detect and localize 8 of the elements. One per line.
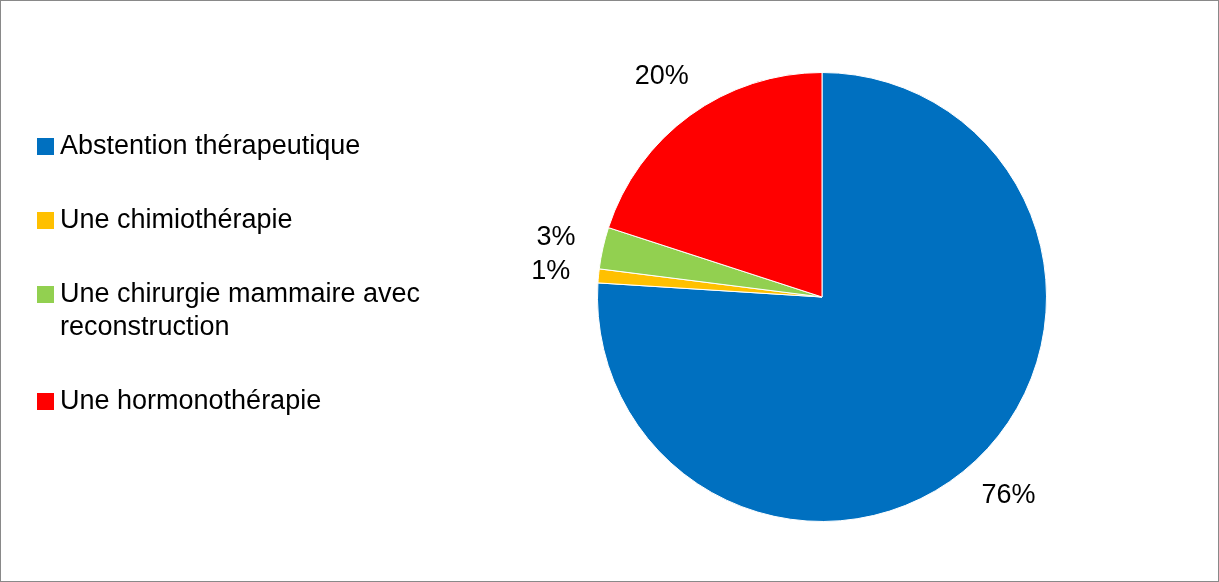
data-label: 76% xyxy=(981,479,1036,510)
legend-label: Une chirurgie mammaire avec reconstruction xyxy=(60,277,422,343)
data-label: 1% xyxy=(531,254,571,285)
data-label: 20% xyxy=(634,60,689,90)
data-label: 3% xyxy=(536,221,576,252)
legend-label: Une hormonothérapie xyxy=(60,384,322,417)
legend-label: Abstention thérapeutique xyxy=(60,129,361,162)
legend-label: Une chimiothérapie xyxy=(60,203,293,236)
